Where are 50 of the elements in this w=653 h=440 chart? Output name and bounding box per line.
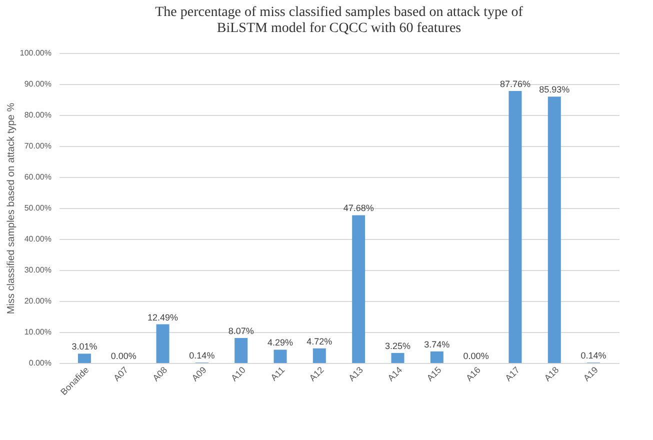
y-tick-label: 70.00% (24, 142, 52, 150)
x-tick-label: A17 (503, 364, 522, 384)
x-tick-label: A13 (346, 364, 365, 384)
y-tick-label: 10.00% (24, 328, 52, 336)
x-tick-label: A16 (464, 364, 482, 384)
data-label: 0.14% (580, 350, 606, 361)
bar (391, 352, 404, 363)
data-label: 0.14% (189, 350, 215, 361)
bar (548, 96, 561, 363)
bar (274, 350, 287, 363)
x-tick-label: A15 (424, 364, 444, 384)
data-label: 3.01% (72, 342, 98, 352)
data-label: 3.25% (384, 340, 411, 351)
data-label: 4.72% (306, 336, 332, 346)
bar (430, 351, 444, 363)
data-label: 4.29% (267, 338, 294, 348)
data-label: 0.00% (110, 351, 136, 361)
y-tick-label: 90.00% (24, 80, 52, 88)
x-tick-label: A19 (582, 364, 600, 384)
y-tick-label: 60.00% (24, 172, 52, 182)
bar (78, 354, 91, 363)
data-label: 0.00% (463, 351, 489, 361)
y-tick-label: 40.00% (24, 234, 52, 244)
x-tick-label: A09 (190, 364, 208, 384)
bar (352, 215, 366, 363)
text: The percentage of miss classified samples based on attack type of (155, 5, 523, 20)
y-tick-label: 0.00% (28, 358, 52, 368)
data-label: 87.76% (500, 78, 530, 89)
y-tick-label: 30.00% (24, 266, 52, 274)
data-label: 47.68% (343, 203, 374, 214)
bar (156, 324, 170, 363)
bar (312, 348, 326, 363)
x-tick-label: A11 (268, 364, 287, 383)
x-tick-label: A14 (386, 364, 404, 384)
text: BiLSTM model for CQCC with 60 features (216, 21, 462, 36)
data-label: 3.74% (424, 339, 450, 350)
x-tick-label: A08 (150, 364, 170, 384)
x-tick-label: A18 (542, 364, 561, 384)
bar (508, 90, 522, 363)
y-tick-label: 80.00% (24, 110, 52, 120)
x-tick-label: A10 (229, 364, 248, 384)
data-label: 12.49% (148, 312, 178, 322)
y-tick-label: 100.00% (20, 48, 52, 58)
y-tick-label: 20.00% (24, 296, 52, 306)
y-tick-label: 50.00% (24, 204, 52, 212)
x-tick-label: A12 (307, 364, 326, 384)
y-axis-title: Miss classified samples based on attack type % (6, 102, 17, 314)
bar (234, 338, 248, 363)
data-label: 85.93% (539, 84, 570, 95)
data-label: 8.07% (228, 326, 254, 336)
